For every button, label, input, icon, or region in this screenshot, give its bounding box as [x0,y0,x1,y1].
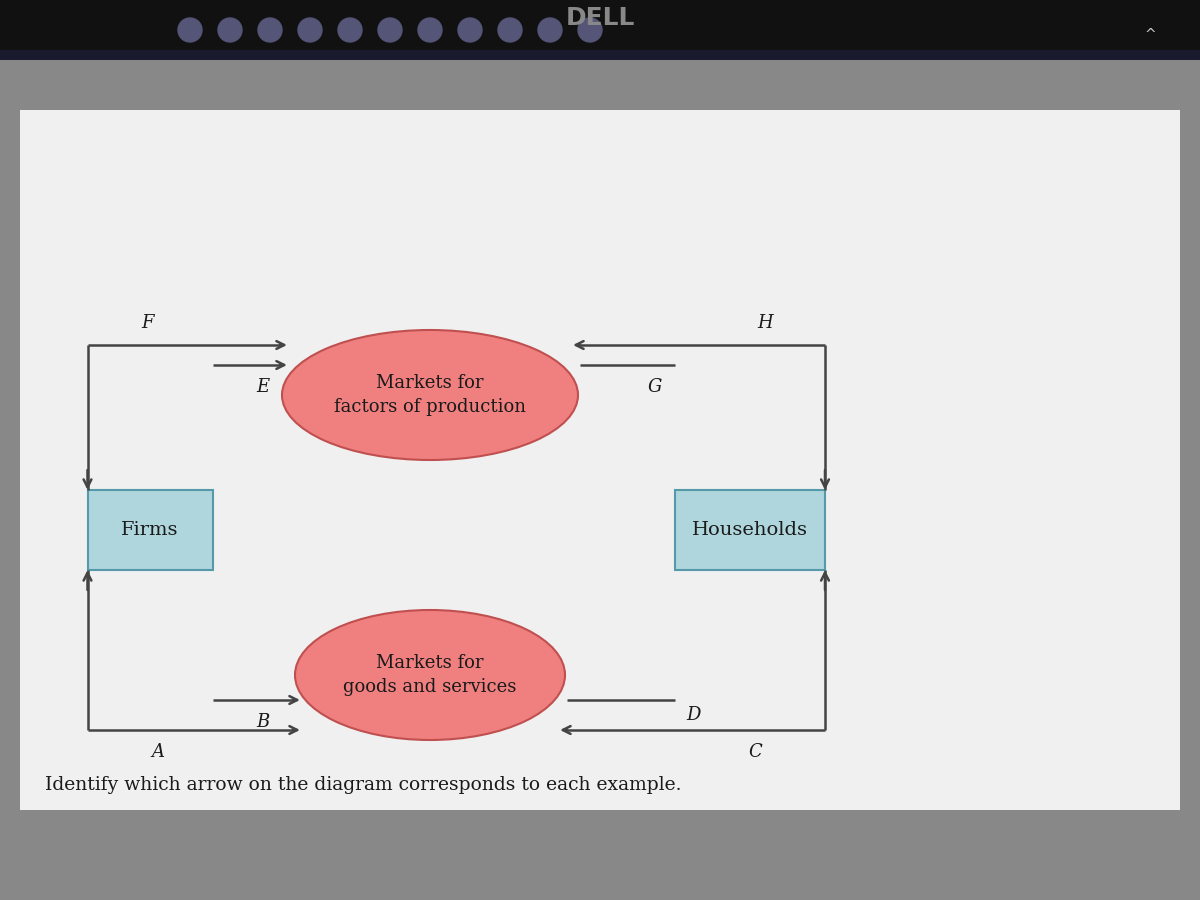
Text: ^: ^ [1144,28,1156,42]
Text: H: H [757,314,773,332]
Circle shape [298,18,322,42]
Circle shape [418,18,442,42]
Ellipse shape [295,610,565,740]
Text: Markets for
goods and services: Markets for goods and services [343,653,517,697]
Circle shape [178,18,202,42]
Text: F: F [142,314,154,332]
Text: DELL: DELL [565,6,635,30]
Text: Firms: Firms [121,521,179,539]
Text: B: B [256,713,269,731]
Circle shape [578,18,602,42]
FancyBboxPatch shape [674,490,826,570]
Polygon shape [0,0,1200,50]
Circle shape [458,18,482,42]
Circle shape [498,18,522,42]
Text: Identify which arrow on the diagram corresponds to each example.: Identify which arrow on the diagram corr… [46,776,682,794]
Circle shape [338,18,362,42]
Text: C: C [748,743,762,761]
FancyBboxPatch shape [20,110,1180,810]
Circle shape [218,18,242,42]
Text: Households: Households [692,521,808,539]
Ellipse shape [282,330,578,460]
Polygon shape [0,0,1200,60]
Circle shape [258,18,282,42]
Circle shape [378,18,402,42]
Text: E: E [256,378,269,396]
Text: Markets for
factors of production: Markets for factors of production [334,374,526,417]
FancyBboxPatch shape [88,490,212,570]
Text: D: D [686,706,700,724]
Text: A: A [151,743,164,761]
Circle shape [538,18,562,42]
Text: G: G [648,378,662,396]
